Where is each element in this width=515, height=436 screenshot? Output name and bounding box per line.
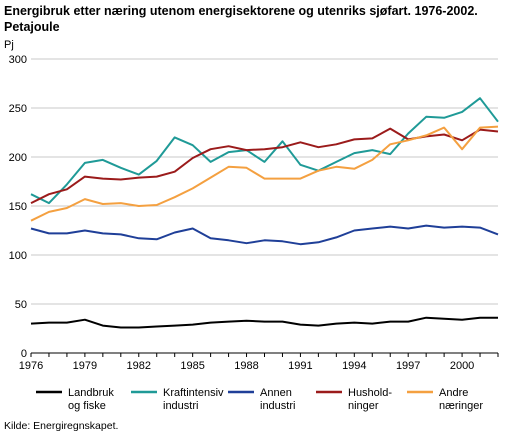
y-tick-label: 50: [15, 299, 27, 311]
x-tick-label: 2000: [450, 360, 474, 372]
axes: [30, 352, 499, 357]
legend-label: næringer: [439, 400, 483, 412]
legend-label: Kraftintensiv: [163, 387, 224, 399]
series-line-5: [30, 125, 499, 222]
x-tick-label: 1976: [19, 360, 43, 372]
series-line-4: [30, 127, 499, 204]
legend-label: Annen: [260, 387, 292, 399]
y-tick-label: 0: [21, 348, 27, 360]
legend-label: industri: [163, 400, 198, 412]
chart-title: Energibruk etter næring utenom energisek…: [4, 3, 512, 35]
legend-label: Andre: [439, 387, 468, 399]
series-lines: [30, 97, 499, 329]
x-tick-labels: 1976 1979 1982 1985 1988 1991 1994 1997 2000: [19, 360, 475, 372]
legend-label: industri: [260, 400, 295, 412]
legend-label: Landbruk: [68, 387, 114, 399]
y-tick-label: 150: [9, 201, 27, 213]
x-tick-label: 1991: [288, 360, 312, 372]
y-tick-label: 100: [9, 250, 27, 262]
chart-title-line-1: Energibruk etter næring utenom energisek…: [4, 4, 478, 18]
series-line-3: [30, 224, 499, 246]
y-tick-label: 300: [9, 54, 27, 66]
y-tick-labels: 0 50 100 150 200 250 300: [9, 54, 27, 360]
x-tick-label: 1988: [234, 360, 258, 372]
chart-title-line-2: Petajoule: [4, 20, 60, 34]
legend-label: og fiske: [68, 400, 106, 412]
x-tick-label: 1985: [180, 360, 204, 372]
y-axis-label: Pj: [4, 39, 14, 51]
legend-label: ninger: [348, 400, 379, 412]
x-tick-label: 1979: [73, 360, 97, 372]
legend-label: Hushold-: [348, 387, 392, 399]
gridlines: [31, 58, 498, 305]
x-tick-label: 1997: [396, 360, 420, 372]
series-line-1: [30, 316, 498, 329]
series-line-2: [30, 97, 499, 205]
x-tick-label: 1982: [127, 360, 151, 372]
y-tick-label: 250: [9, 103, 27, 115]
x-tick-label: 1994: [342, 360, 366, 372]
source-note: Kilde: Energiregnskapet.: [4, 420, 119, 432]
y-tick-label: 200: [9, 152, 27, 164]
